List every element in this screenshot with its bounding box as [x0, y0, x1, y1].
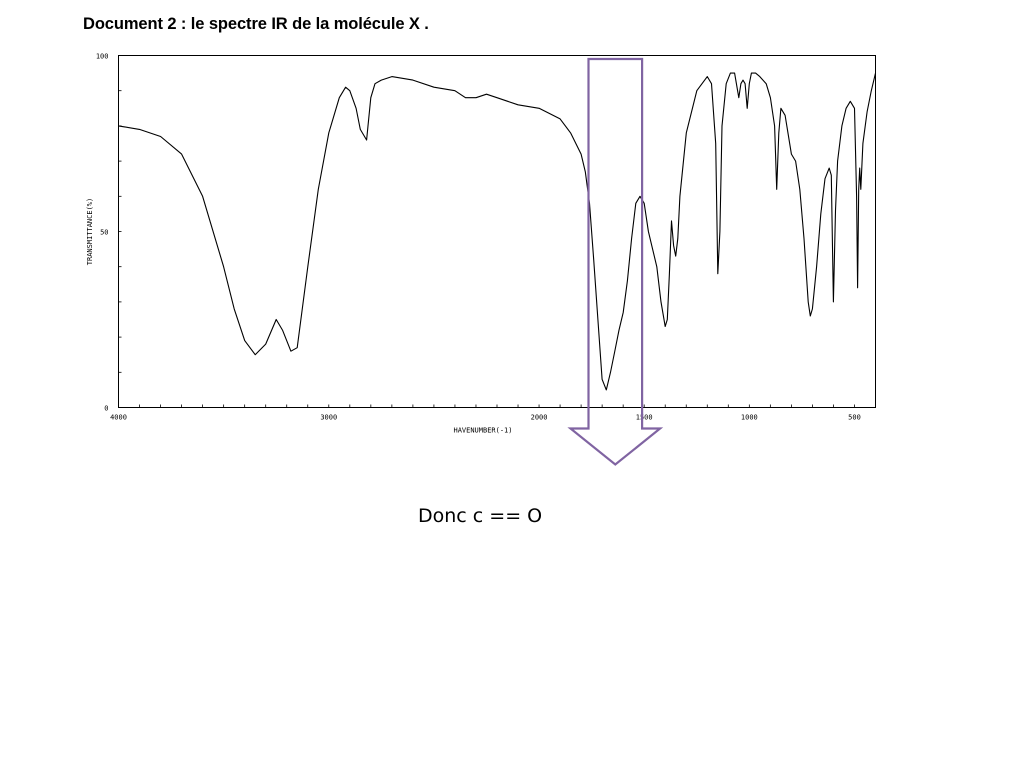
- y-tick-label: 100: [96, 53, 109, 61]
- x-tick-label: 500: [848, 414, 861, 422]
- minor-ticks: [118, 90, 855, 408]
- x-tick-labels: 4000 3000 2000 1500 1000 500: [110, 414, 861, 422]
- x-tick-label: 1000: [741, 414, 758, 422]
- plot-frame: [118, 55, 876, 408]
- y-axis-title: TRANSMITTANCE(%): [86, 198, 94, 265]
- carbonyl-down-arrow: [567, 57, 664, 466]
- document-title: Document 2 : le spectre IR de la molécul…: [83, 15, 429, 33]
- x-tick-label: 1500: [636, 414, 653, 422]
- x-axis-title: HAVENUMBER(-1): [453, 427, 512, 435]
- x-tick-label: 4000: [110, 414, 127, 422]
- x-tick-label: 2000: [531, 414, 548, 422]
- y-tick-label: 50: [100, 229, 108, 237]
- conclusion-text: Donc c == O: [418, 505, 543, 527]
- y-tick-labels: 0 50 100: [96, 53, 109, 413]
- x-tick-label: 3000: [320, 414, 337, 422]
- y-tick-label: 0: [104, 405, 108, 413]
- spectrum-line: [118, 72, 877, 391]
